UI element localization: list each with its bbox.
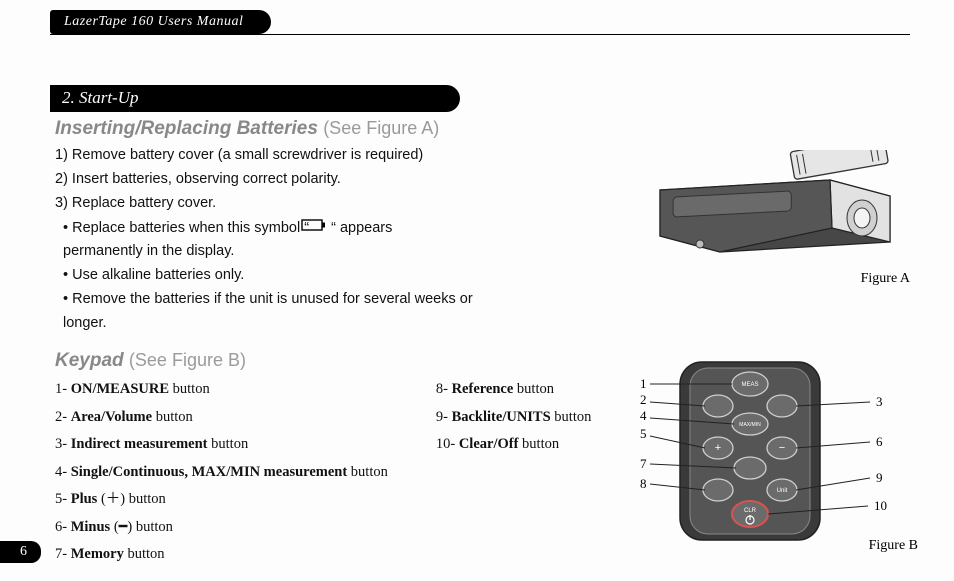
svg-text:3: 3 [876,394,883,409]
note-3-cont: longer. [55,312,640,336]
battery-steps: 1) Remove battery cover (a small screwdr… [55,144,640,216]
page-number: 6 [20,544,27,559]
svg-text:MEAS: MEAS [741,382,758,388]
keypad-heading: Keypad (See Figure B) [55,350,640,372]
note-1a: Replace batteries when this symbol “ [72,220,309,236]
manual-title: LazerTape 160 Users Manual [64,14,243,29]
svg-text:8: 8 [640,476,647,491]
svg-text:7: 7 [640,456,647,471]
section-number: 2. [62,88,75,107]
svg-text:9: 9 [876,470,883,485]
battery-notes: Replace batteries when this symbol “ “ a… [55,216,640,336]
battery-low-icon [313,216,327,240]
svg-text:+: + [715,442,721,454]
step-1: 1) Remove battery cover (a small screwdr… [55,144,640,168]
svg-text:−: − [779,442,785,454]
step-2: 2) Insert batteries, observing correct p… [55,168,640,192]
note-2: Use alkaline batteries only. [55,264,640,288]
svg-text:2: 2 [640,392,647,407]
key-item: 4- Single/Continuous, MAX/MIN measuremen… [55,459,388,487]
step-3: 3) Replace battery cover. [55,192,640,216]
key-item: 1- ON/MEASURE button [55,376,388,404]
key-item: 10- Clear/Off button [436,431,592,459]
keypad-columns: 1- ON/MEASURE button 2- Area/Volume butt… [55,376,640,569]
main-content: Inserting/Replacing Batteries (See Figur… [55,118,640,569]
key-item: 8- Reference button [436,376,592,404]
key-item: 7- Memory button [55,541,388,569]
note-3: Remove the batteries if the unit is unus… [55,288,640,312]
svg-text:MAX/MIN: MAX/MIN [739,422,761,428]
batteries-heading: Inserting/Replacing Batteries (See Figur… [55,118,640,140]
manual-title-tab: LazerTape 160 Users Manual [50,10,271,34]
note-1-cont: permanently in the display. [55,240,640,264]
svg-text:1: 1 [640,376,647,391]
key-item: 5- Plus (＋) button [55,486,388,514]
svg-text:Unit: Unit [777,488,788,494]
header-rule [50,34,910,35]
svg-text:4: 4 [640,408,647,423]
note-1: Replace batteries when this symbol “ “ a… [55,216,640,241]
figure-a-label: Figure A [640,271,920,287]
svg-text:6: 6 [876,434,883,449]
svg-text:10: 10 [874,498,887,513]
keypad-section: Keypad (See Figure B) 1- ON/MEASURE butt… [55,350,640,569]
note-1b: “ appears [331,220,392,236]
figure-a: Figure A [640,150,920,287]
batteries-ref: (See Figure A) [323,118,439,138]
svg-text:5: 5 [640,426,647,441]
figure-a-illustration [640,150,900,260]
key-item: 2- Area/Volume button [55,404,388,432]
figure-b-illustration: MEAS MAX/MIN + − Unit CLR 1 [610,360,920,545]
svg-text:CLR: CLR [744,508,757,514]
keypad-left-col: 1- ON/MEASURE button 2- Area/Volume butt… [55,376,388,569]
key-item: 6- Minus (━) button [55,514,388,542]
page-number-tab: 6 [0,541,41,563]
keypad-right-col: 8- Reference button 9- Backlite/UNITS bu… [436,376,592,569]
key-item: 9- Backlite/UNITS button [436,404,592,432]
keypad-heading-text: Keypad [55,350,124,371]
section-tab: 2. Start-Up [50,85,460,112]
figure-b: MEAS MAX/MIN + − Unit CLR 1 [610,360,930,550]
keypad-ref: (See Figure B) [129,350,246,370]
batteries-heading-text: Inserting/Replacing Batteries [55,118,318,139]
figure-b-label: Figure B [869,538,918,554]
key-item: 3- Indirect measurement button [55,431,388,459]
section-title: Start-Up [79,88,139,107]
